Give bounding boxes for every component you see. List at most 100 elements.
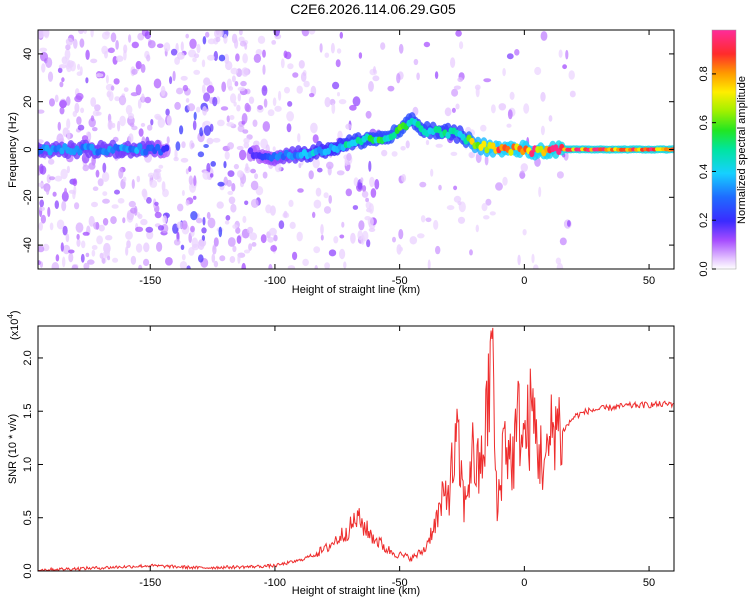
heatmap-cell [244,200,249,206]
heatmap-cell [85,252,90,258]
heatmap-cell [172,70,176,82]
x-tick-label: 50 [643,577,655,589]
heatmap-cell [210,161,216,167]
heatmap-cell [400,146,406,151]
y-tick-label: 1.5 [22,404,34,419]
heatmap-cell [64,48,71,60]
heatmap-cell [185,168,189,175]
heatmap-cell [568,70,575,80]
heatmap-cell [110,85,115,91]
heatmap-cell [296,231,303,242]
heatmap-cell [38,222,43,231]
heatmap-cell [206,85,215,94]
heatmap-cell [225,60,233,71]
heatmap-cell [427,259,431,269]
heatmap-cell [368,81,374,92]
heatmap-cell [409,236,418,245]
heatmap-cell [372,75,380,82]
heatmap-cell [38,260,41,265]
heatmap-cell [368,160,372,172]
heatmap-cell [374,179,380,190]
heatmap-cell [157,117,165,128]
heatmap-cell [563,151,569,161]
heatmap-cell [326,161,334,170]
y-tick-label: 0 [22,146,34,152]
y-tick-label: -20 [22,189,34,205]
heatmap-cell [112,257,119,263]
heatmap-cell [523,103,530,114]
heatmap-cell [345,123,352,130]
heatmap-cell [399,246,403,252]
heatmap-cell [337,92,340,97]
heatmap-cell [133,205,138,216]
heatmap-cell [215,36,221,43]
heatmap-cell [91,201,98,208]
heatmap-cell [205,31,210,38]
heatmap-cell [455,103,460,110]
heatmap-cell [212,137,221,143]
heatmap-cell [119,115,126,127]
heatmap-cell [540,125,545,136]
heatmap-cell [262,121,270,132]
heatmap-cell [192,120,197,131]
heatmap-cell [65,233,70,243]
heatmap-cell [206,137,214,145]
heatmap-cell [262,64,266,75]
heatmap-cell [137,99,142,109]
heatmap-cell [230,93,237,104]
heatmap-cell [387,85,395,92]
heatmap-cell [343,261,347,269]
heatmap-cell [237,170,244,178]
heatmap-cell [227,170,235,178]
heatmap-cell [213,50,218,62]
heatmap-cell [517,254,521,266]
heatmap-cell [420,215,426,223]
heatmap-cell [143,258,150,266]
heatmap-cell [559,237,567,246]
heatmap-cell [118,95,127,106]
heatmap-cell [228,196,236,205]
heatmap-cell [74,95,83,103]
heatmap-cell [188,247,195,256]
heatmap-cell [319,43,323,53]
heatmap-cell [416,72,420,81]
heatmap-cell [154,211,162,219]
colorbar-tick-label: 0.0 [698,261,710,276]
heatmap-cell [242,129,249,134]
heatmap-cell [157,225,165,231]
heatmap-cell [82,231,90,236]
heatmap-cell [122,176,127,182]
heatmap-cell [82,164,90,172]
heatmap-cell [74,102,80,114]
heatmap-cell [292,72,299,78]
y-tick-label: 0.0 [22,563,34,578]
heatmap-cell [41,63,46,73]
heatmap-cell [341,221,345,228]
heatmap-cell [158,164,164,169]
heatmap-cell [457,77,464,83]
heatmap-cell [76,238,81,247]
snr-y-axis-label: SNR (10 * v/v) [7,414,19,484]
heatmap-cell [107,47,115,54]
heatmap-cell [567,220,571,227]
heatmap-cell [202,170,210,180]
heatmap-cell [361,190,369,198]
heatmap-cell [87,259,95,265]
heatmap-cell [227,142,235,150]
heatmap-cell [166,115,172,126]
heatmap-cell [77,124,85,131]
heatmap-cell [247,226,254,234]
heatmap-cell [459,41,464,50]
heatmap-cell [39,199,44,208]
heatmap-cell [58,64,67,69]
heatmap-cell [101,31,110,40]
heatmap-cell [367,217,374,227]
heatmap-x-axis-label: Height of straight line (km) [292,284,420,296]
heatmap-cell [434,71,439,79]
heatmap-cell [273,234,278,242]
heatmap-cell [531,253,535,264]
heatmap-cell [176,87,184,95]
heatmap-cell [108,119,112,130]
heatmap-cell [335,59,341,68]
y-tick-label: 2.0 [22,350,34,365]
